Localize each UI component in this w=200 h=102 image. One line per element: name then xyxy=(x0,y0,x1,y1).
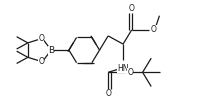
Text: B: B xyxy=(48,46,54,55)
Text: O: O xyxy=(105,89,111,98)
Text: O: O xyxy=(127,68,133,77)
Text: O: O xyxy=(38,57,44,66)
Text: O: O xyxy=(38,34,44,43)
Text: O: O xyxy=(150,25,156,34)
Text: O: O xyxy=(128,4,134,13)
Text: HN: HN xyxy=(117,64,128,73)
